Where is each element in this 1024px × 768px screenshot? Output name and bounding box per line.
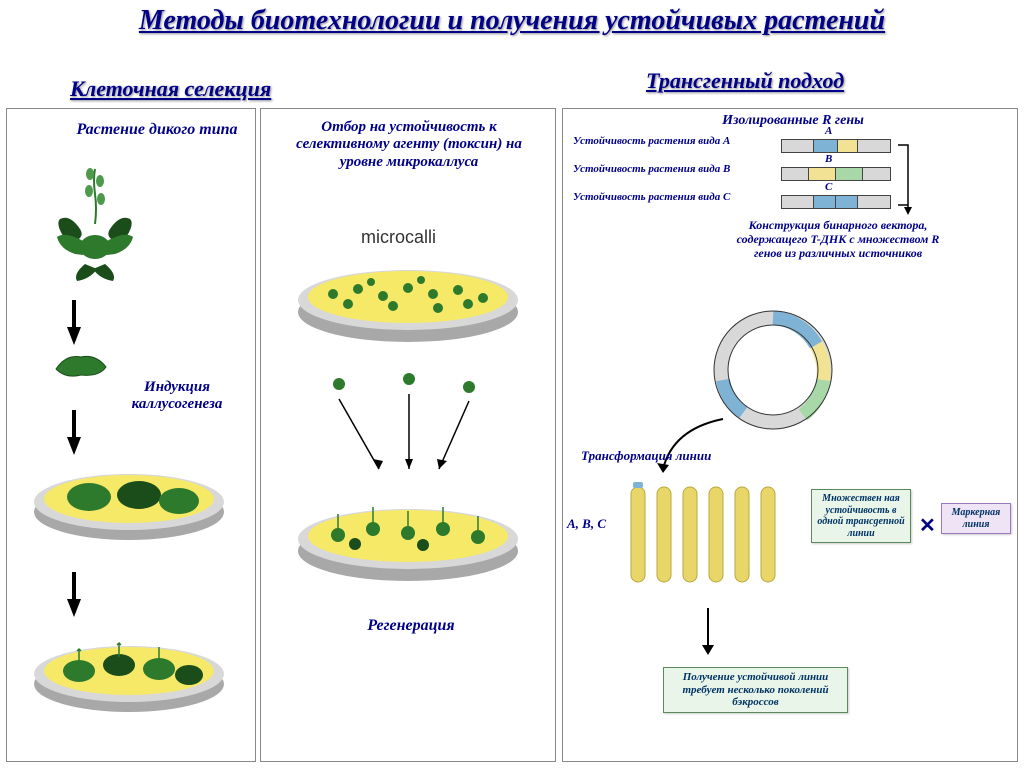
- dish-regeneration: [293, 489, 523, 589]
- box-multiresist: Множествен ная устойчивость в одной тран…: [811, 489, 911, 543]
- main-title: Методы биотехнологии и получения устойчи…: [0, 0, 1024, 40]
- falling-calli-icon: [309, 369, 509, 489]
- label-resist-a: Устойчивость растения вида А: [573, 135, 768, 147]
- label-vector: Конструкция бинарного вектора, содержаще…: [723, 219, 953, 260]
- bracket-arrow-icon: [893, 137, 953, 217]
- gene-bar-c: [781, 195, 891, 209]
- box-marker: Маркерная линия: [941, 503, 1011, 534]
- abc-label: A, B, C: [567, 517, 606, 531]
- dish-callus-2: [29, 629, 229, 719]
- chromosomes-icon: [621, 477, 801, 597]
- column-transgenic: Изолированные R гены Устойчивость растен…: [562, 108, 1018, 762]
- gene-bar-b: [781, 167, 891, 181]
- column-cell-selection-2: Отбор на устойчивость к селективному аге…: [260, 108, 556, 762]
- dish-callus-1: [29, 457, 229, 547]
- final-arrow-icon: [693, 603, 723, 663]
- label-transformation: Трансформация линии: [581, 449, 731, 464]
- gene-c-letter: C: [825, 181, 832, 193]
- label-wild-plant: Растение дикого типа: [67, 121, 247, 139]
- label-regeneration: Регенерация: [321, 617, 501, 635]
- subtitle-cell-selection: Клеточная селекция: [70, 76, 271, 102]
- arrow-2: [67, 437, 81, 455]
- dish-microcallus: [293, 254, 523, 349]
- gene-bar-a: [781, 139, 891, 153]
- cross-symbol: ✕: [919, 513, 936, 538]
- label-selection: Отбор на устойчивость к селективному аге…: [291, 119, 527, 171]
- arrow-3: [67, 599, 81, 617]
- column-cell-selection-1: Растение дикого типа Индукция каллусоген…: [6, 108, 256, 762]
- label-r-genes: Изолированные R гены: [683, 113, 903, 129]
- label-callus-induction: Индукция каллусогенеза: [102, 379, 252, 414]
- box-final: Получение устойчивой линии требует неско…: [663, 667, 848, 713]
- label-resist-c: Устойчивость растения вида С: [573, 191, 768, 203]
- subtitle-transgenic: Трансгенный подход: [646, 68, 844, 94]
- microcalli-text: microcalli: [361, 227, 436, 248]
- columns-container: Растение дикого типа Индукция каллусоген…: [6, 108, 1016, 762]
- label-resist-b: Устойчивость растения вида В: [573, 163, 768, 175]
- arrow-1: [67, 327, 81, 345]
- gene-a-letter: A: [825, 125, 832, 137]
- gene-b-letter: B: [825, 153, 832, 165]
- wild-plant-icon: [35, 159, 155, 289]
